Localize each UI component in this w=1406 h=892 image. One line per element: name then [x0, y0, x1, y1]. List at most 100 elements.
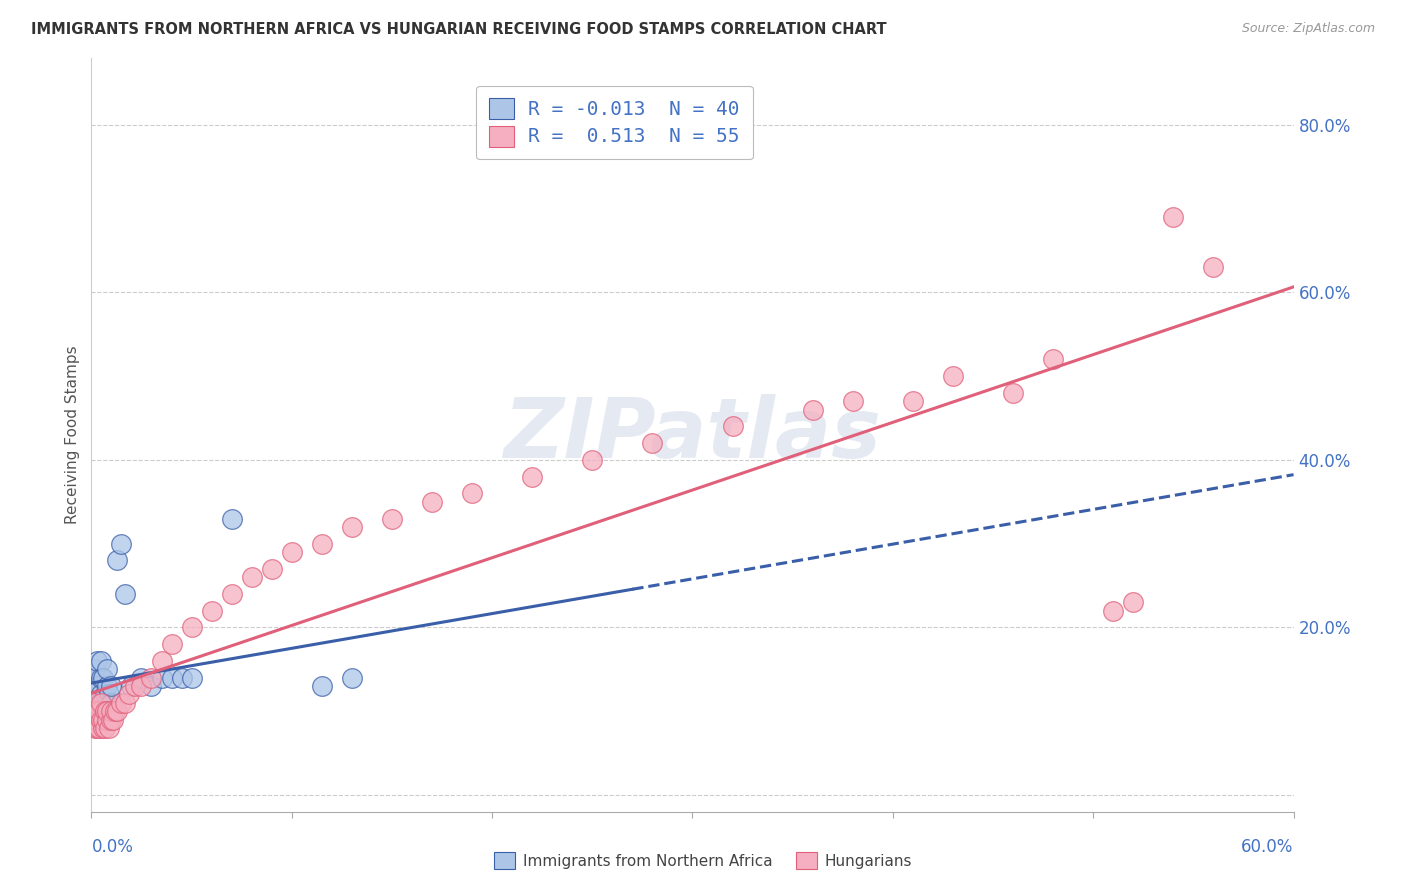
Point — [89, 704, 111, 718]
Point — [124, 679, 146, 693]
Text: Source: ZipAtlas.com: Source: ZipAtlas.com — [1241, 22, 1375, 36]
Point — [1202, 260, 1225, 275]
Point — [84, 704, 107, 718]
Point — [461, 486, 484, 500]
Point — [94, 688, 117, 702]
Point — [180, 671, 202, 685]
Point — [96, 704, 118, 718]
Point — [141, 671, 163, 685]
Point — [96, 696, 118, 710]
Point — [94, 704, 117, 718]
Point — [90, 654, 112, 668]
Point — [1001, 386, 1024, 401]
Point — [942, 369, 965, 384]
Point — [86, 679, 108, 693]
Point — [93, 721, 115, 735]
Point — [240, 570, 263, 584]
Point — [90, 688, 112, 702]
Point — [221, 587, 243, 601]
Point — [96, 662, 118, 676]
Point — [1102, 604, 1125, 618]
Point — [90, 704, 112, 718]
Point — [89, 721, 111, 735]
Point — [381, 511, 404, 525]
Point — [98, 721, 121, 735]
Point — [94, 721, 117, 735]
Point — [311, 679, 333, 693]
Point — [100, 713, 122, 727]
Point — [93, 713, 115, 727]
Text: ZIPatlas: ZIPatlas — [503, 394, 882, 475]
Point — [86, 704, 108, 718]
Point — [260, 562, 283, 576]
Point — [131, 679, 153, 693]
Point — [721, 419, 744, 434]
Point — [641, 436, 664, 450]
Point — [103, 713, 125, 727]
Point — [82, 688, 104, 702]
Point — [86, 721, 108, 735]
Point — [1042, 352, 1064, 367]
Point — [93, 696, 115, 710]
Point — [90, 671, 112, 685]
Point — [131, 671, 153, 685]
Point — [94, 704, 117, 718]
Point — [311, 537, 333, 551]
Point — [103, 704, 125, 718]
Point — [114, 696, 136, 710]
Point — [89, 713, 111, 727]
Point — [93, 671, 115, 685]
Point — [110, 696, 132, 710]
Text: 60.0%: 60.0% — [1241, 838, 1294, 855]
Point — [801, 402, 824, 417]
Point — [160, 637, 183, 651]
Point — [150, 654, 173, 668]
Point — [901, 394, 924, 409]
Text: 0.0%: 0.0% — [91, 838, 134, 855]
Point — [84, 721, 107, 735]
Point — [82, 671, 104, 685]
Point — [110, 537, 132, 551]
Point — [89, 696, 111, 710]
Legend: Immigrants from Northern Africa, Hungarians: Immigrants from Northern Africa, Hungari… — [488, 846, 918, 875]
Point — [121, 679, 143, 693]
Point — [84, 662, 107, 676]
Point — [82, 696, 104, 710]
Point — [221, 511, 243, 525]
Point — [114, 587, 136, 601]
Point — [86, 713, 108, 727]
Point — [104, 704, 127, 718]
Point — [150, 671, 173, 685]
Point — [201, 604, 224, 618]
Point — [100, 679, 122, 693]
Point — [98, 688, 121, 702]
Text: IMMIGRANTS FROM NORTHERN AFRICA VS HUNGARIAN RECEIVING FOOD STAMPS CORRELATION C: IMMIGRANTS FROM NORTHERN AFRICA VS HUNGA… — [31, 22, 887, 37]
Y-axis label: Receiving Food Stamps: Receiving Food Stamps — [65, 345, 80, 524]
Point — [100, 704, 122, 718]
Point — [141, 679, 163, 693]
Point — [522, 469, 544, 483]
Legend: R = -0.013  N = 40, R =  0.513  N = 55: R = -0.013 N = 40, R = 0.513 N = 55 — [477, 86, 752, 159]
Point — [1163, 210, 1185, 224]
Point — [107, 553, 129, 567]
Point — [281, 545, 304, 559]
Point — [89, 679, 111, 693]
Point — [100, 696, 122, 710]
Point — [96, 713, 118, 727]
Point — [82, 713, 104, 727]
Point — [90, 696, 112, 710]
Point — [581, 453, 603, 467]
Point — [420, 495, 443, 509]
Point — [118, 688, 141, 702]
Point — [98, 713, 121, 727]
Point — [340, 671, 363, 685]
Point — [841, 394, 863, 409]
Point — [160, 671, 183, 685]
Point — [96, 679, 118, 693]
Point — [180, 620, 202, 634]
Point — [84, 679, 107, 693]
Point — [340, 520, 363, 534]
Point — [93, 713, 115, 727]
Point — [170, 671, 193, 685]
Point — [1122, 595, 1144, 609]
